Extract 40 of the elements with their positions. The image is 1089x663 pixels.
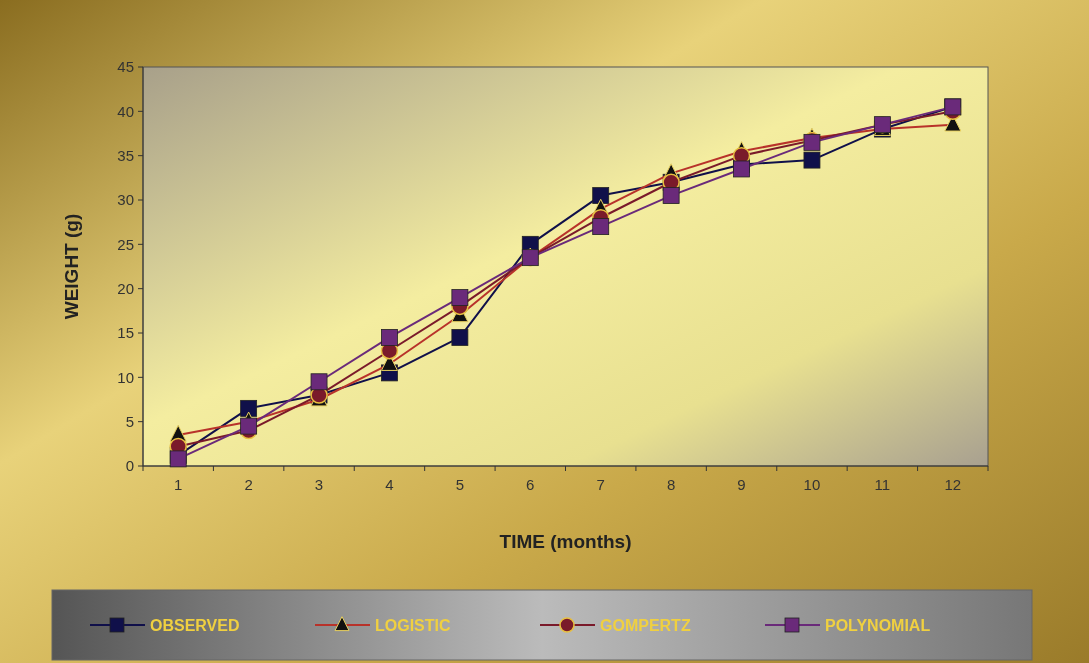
y-tick-label: 15 <box>117 324 134 342</box>
point <box>381 329 398 346</box>
point <box>803 151 821 169</box>
x-tick-label: 11 <box>874 476 891 493</box>
x-tick-label: 5 <box>455 476 465 493</box>
y-axis-title: WEIGHT (g) <box>61 213 82 320</box>
point <box>240 417 258 435</box>
x-tick-label: 3 <box>314 476 324 493</box>
point <box>662 187 680 204</box>
y-tick-label: 45 <box>117 58 134 76</box>
point <box>733 160 750 178</box>
x-tick-label: 7 <box>596 476 605 493</box>
point <box>310 373 328 391</box>
x-tick-label: 1 <box>174 476 183 493</box>
x-tick-label: 12 <box>944 476 962 493</box>
y-tick-label: 40 <box>117 102 134 120</box>
point <box>169 450 187 468</box>
point <box>592 187 610 204</box>
x-tick-label: 8 <box>666 476 676 493</box>
x-axis-title: TIME (months) <box>499 531 632 552</box>
point <box>451 289 469 306</box>
legend-label: OBSERVED <box>150 616 240 634</box>
x-tick-label: 4 <box>385 476 394 493</box>
x-tick-label: 6 <box>526 476 535 493</box>
point <box>592 218 610 235</box>
point <box>240 399 258 417</box>
legend-label: POLYNOMIAL <box>825 616 931 634</box>
legend-label: LOGISTIC <box>375 616 451 634</box>
x-tick-label: 9 <box>737 476 746 493</box>
y-tick-label: 0 <box>125 457 134 475</box>
y-tick-label: 20 <box>117 279 134 297</box>
legend-label: GOMPERTZ <box>600 616 691 634</box>
y-tick-label: 25 <box>117 235 134 253</box>
x-tick-label: 10 <box>803 476 821 493</box>
y-tick-label: 35 <box>117 146 134 164</box>
y-tick-label: 10 <box>117 368 134 386</box>
y-tick-label: 30 <box>117 191 134 209</box>
point <box>451 329 469 346</box>
y-tick-label: 5 <box>125 412 134 430</box>
x-tick-label: 2 <box>244 476 253 493</box>
